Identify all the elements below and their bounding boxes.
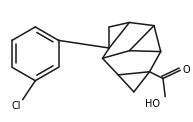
Text: Cl: Cl bbox=[11, 101, 21, 111]
Text: O: O bbox=[182, 65, 190, 75]
Text: HO: HO bbox=[145, 99, 160, 109]
